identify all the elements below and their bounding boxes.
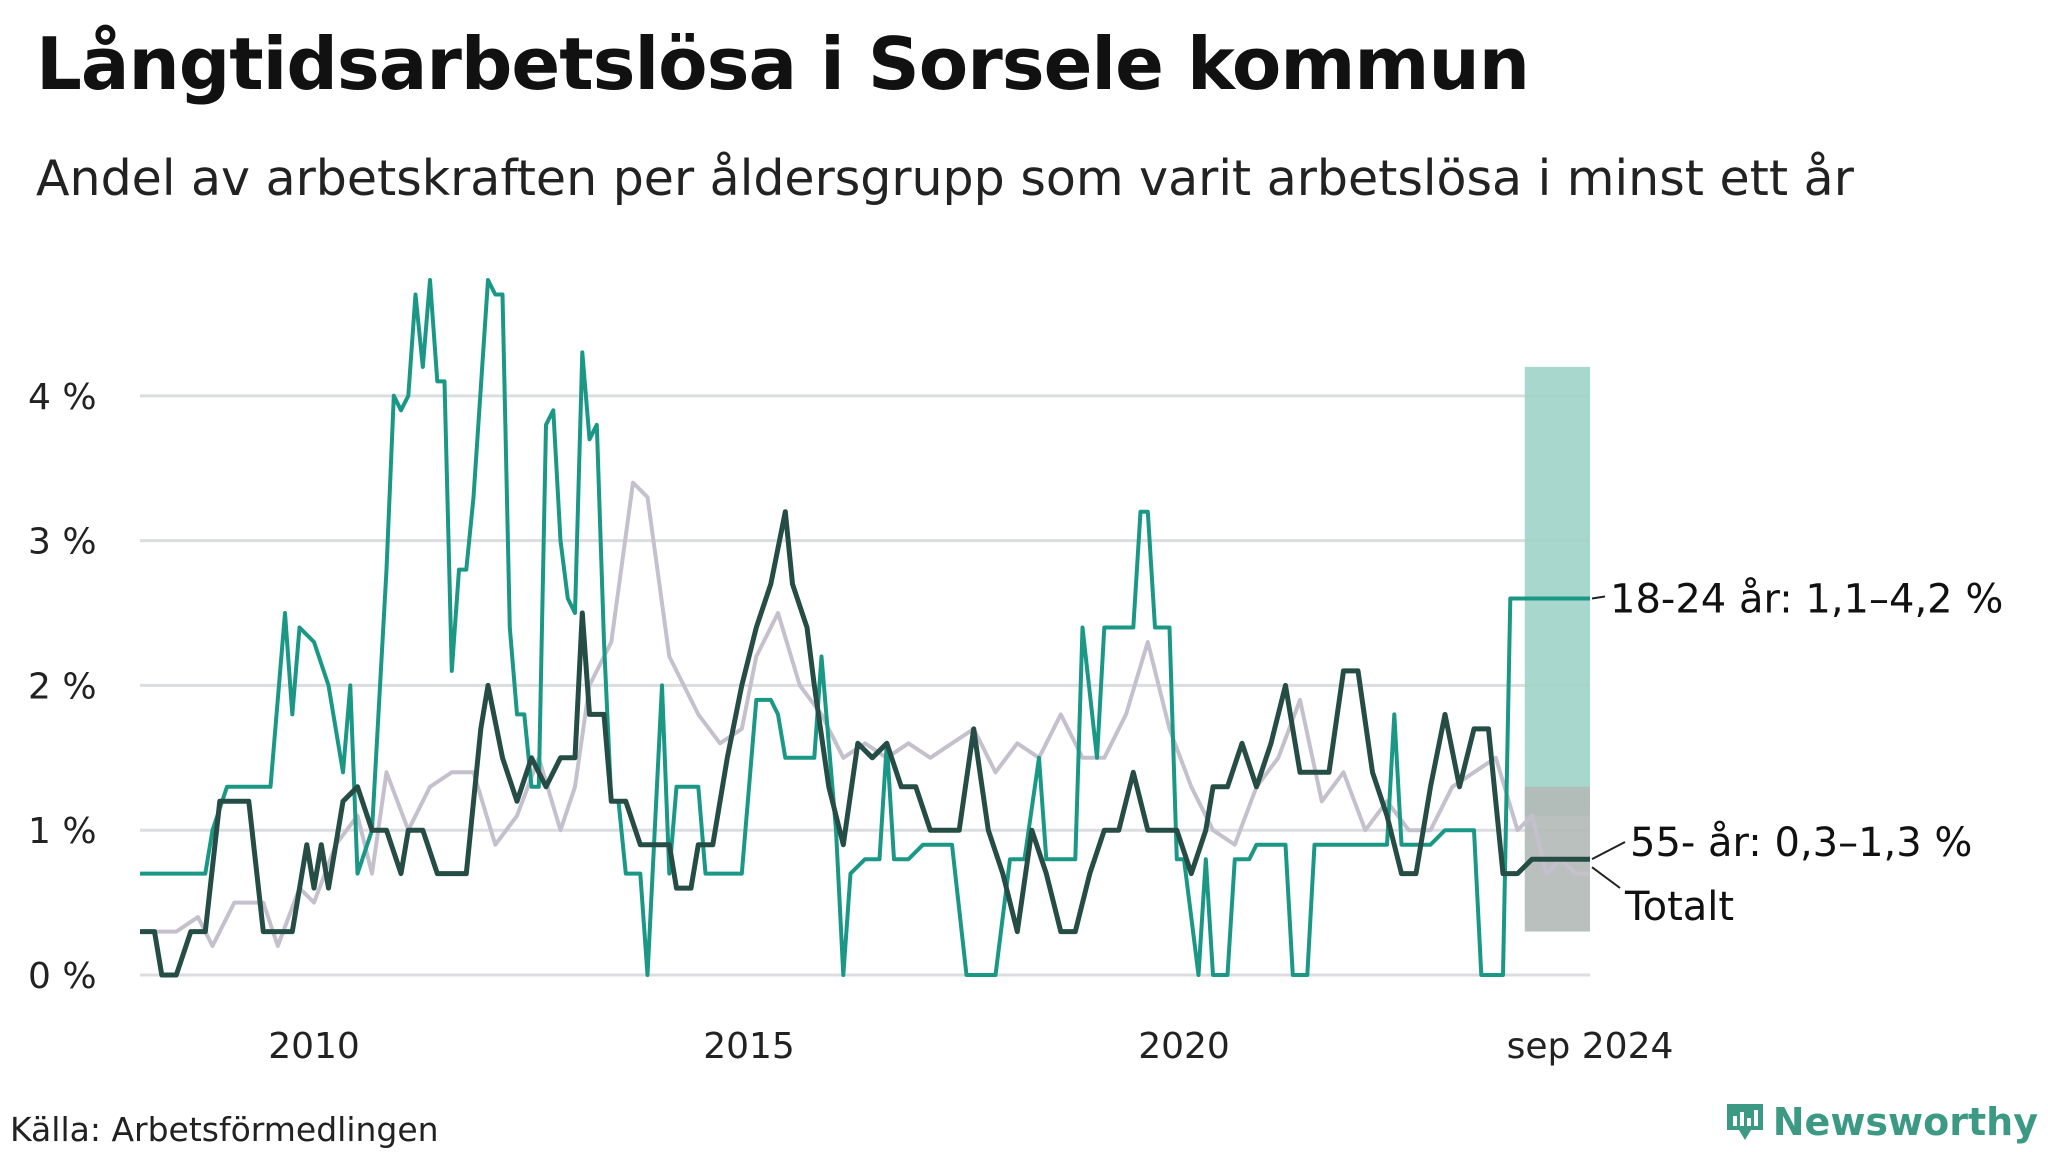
y-tick-label: 3 %: [28, 522, 97, 563]
series-line-old: [140, 480, 1590, 948]
newsworthy-logo-icon: [1726, 1104, 1763, 1140]
uncertainty-band-band_young: [1524, 366, 1590, 816]
line-chart: 0 % 1 % 2 % 3 % 4 % 2010 2015 2020 sep 2024 18-24…: [28, 278, 2003, 1067]
x-tick-label: sep 2024: [1507, 1026, 1674, 1067]
series-line-total: [140, 509, 1590, 978]
series-end-label: Totalt: [1624, 884, 1734, 930]
chart-title: Långtidsarbetslösa i Sorsele kommun: [36, 22, 1530, 106]
label-connector: [1591, 595, 1606, 600]
y-tick-label: 1 %: [28, 811, 97, 852]
series-line-young: [140, 278, 1590, 977]
source-note: Källa: Arbetsförmedlingen: [10, 1110, 439, 1149]
series-end-label: 55- år: 0,3–1,3 %: [1630, 820, 1972, 866]
x-tick-label: 2020: [1138, 1026, 1230, 1067]
y-tick-label: 4 %: [28, 377, 97, 418]
y-tick-label: 2 %: [28, 666, 97, 707]
label-connector: [1591, 841, 1626, 861]
label-connector: [1591, 866, 1621, 889]
x-tick-label: 2015: [703, 1026, 795, 1067]
y-tick-label: 0 %: [28, 956, 97, 997]
chart-subtitle: Andel av arbetskraften per åldersgrupp s…: [36, 150, 1854, 207]
brand-name: Newsworthy: [1772, 1100, 2038, 1144]
brand-logo: Newsworthy: [1725, 1100, 2038, 1144]
x-tick-label: 2010: [268, 1026, 360, 1067]
series-end-label: 18-24 år: 1,1–4,2 %: [1610, 577, 2003, 623]
